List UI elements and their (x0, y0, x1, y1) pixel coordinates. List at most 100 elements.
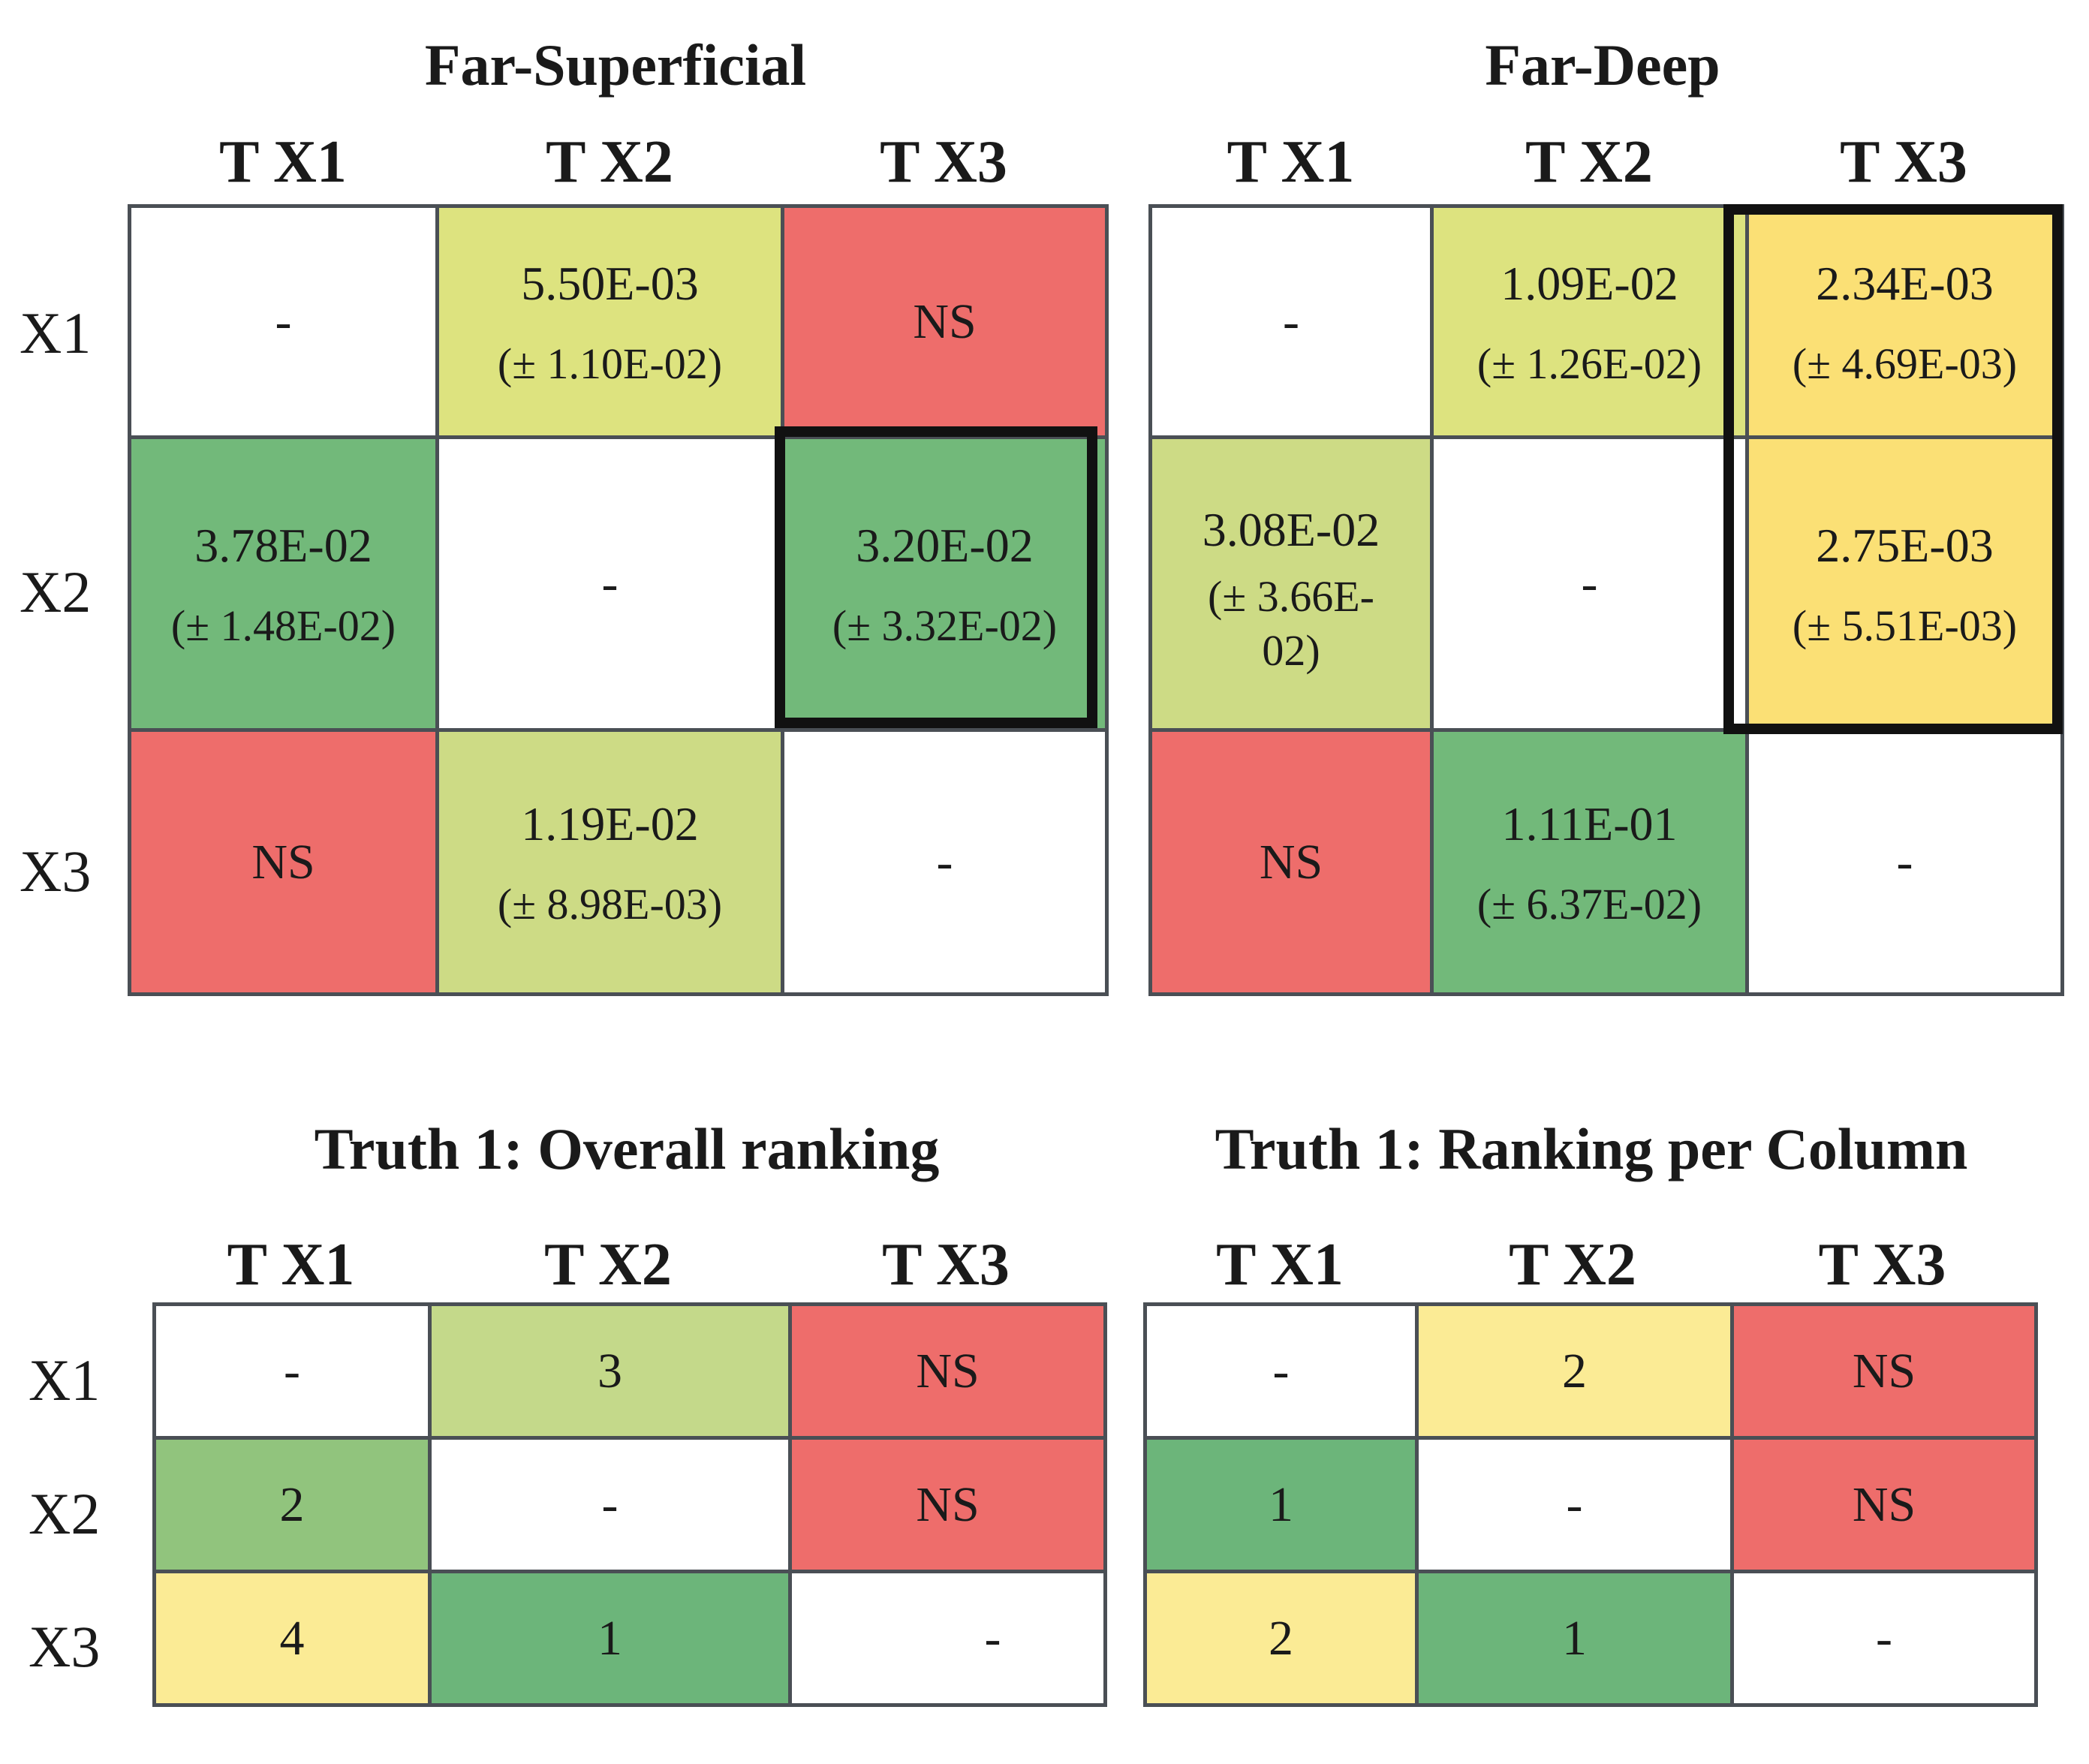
row-header: X3 (20, 838, 92, 904)
matrix-cell: 3.08E-02 (± 3.66E- 02) (1148, 435, 1434, 732)
cell-value: - (1566, 1477, 1583, 1532)
col-header: T X2 (544, 1232, 672, 1298)
cell-value: 3.20E-02 (856, 518, 1034, 572)
col-header: T X3 (1818, 1232, 1946, 1298)
ranking-cell: NS (788, 1302, 1107, 1440)
panel-title: Far-Superficial (424, 32, 807, 98)
ranking-table: - 3 NS 2 - NS 4 1 - (152, 1302, 1107, 1707)
ranking-table: - 2 NS 1 - NS 2 1 - (1143, 1302, 2038, 1707)
matrix-cell: - (781, 728, 1109, 996)
cell-value: 2 (279, 1477, 305, 1532)
cell-value: 1 (1269, 1477, 1293, 1532)
cell-value: NS (1852, 1477, 1916, 1532)
cell-value: 2.34E-03 (1816, 256, 1994, 310)
cell-value: NS (913, 293, 977, 349)
cell-error: (± 1.26E-02) (1476, 339, 1702, 388)
cell-value: 1.19E-02 (521, 796, 699, 850)
cell-value: 3 (598, 1343, 622, 1398)
cell-error: (± 1.48E-02) (170, 601, 396, 650)
ranking-cell: 2 (1415, 1302, 1734, 1440)
ranking-cell: 3 (428, 1302, 792, 1440)
cell-value: - (984, 1610, 1001, 1666)
cell-value: NS (916, 1343, 980, 1398)
panel-title: Truth 1: Overall ranking (314, 1116, 940, 1182)
cell-value: - (275, 293, 292, 349)
ranking-cell: 1 (1415, 1570, 1734, 1707)
row-header: X2 (29, 1481, 101, 1546)
matrix-cell: - (435, 435, 784, 732)
panel-title: Truth 1: Ranking per Column (1215, 1116, 1968, 1182)
cell-error: (± 8.98E-03) (497, 879, 723, 929)
cell-value: - (1283, 293, 1299, 349)
matrix-cell: - (1745, 728, 2064, 996)
cell-value: NS (916, 1477, 980, 1532)
row-header: X1 (29, 1347, 101, 1413)
col-header: T X2 (546, 129, 673, 195)
matrix-cell: 2.34E-03 (± 4.69E-03) (1745, 204, 2064, 439)
row-header: X3 (29, 1614, 101, 1679)
matrix-cell: 1.11E-01 (± 6.37E-02) (1430, 728, 1749, 996)
cell-value: 3.08E-02 (1202, 503, 1380, 557)
ranking-cell: NS (1730, 1436, 2038, 1573)
matrix-cell: 5.50E-03 (± 1.10E-02) (435, 204, 784, 439)
cell-value: NS (1852, 1343, 1916, 1398)
col-header: T X1 (219, 129, 347, 195)
cell-value: - (1876, 1610, 1892, 1666)
ranking-cell: - (788, 1570, 1107, 1707)
cell-value: - (1581, 555, 1598, 611)
matrix-cell: - (1148, 204, 1434, 439)
cell-value: 2 (1269, 1610, 1293, 1666)
ranking-cell: 2 (1143, 1570, 1419, 1707)
cell-error: (± 6.37E-02) (1476, 879, 1702, 929)
ranking-cell: NS (1730, 1302, 2038, 1440)
cell-value: 1.09E-02 (1501, 256, 1678, 310)
matrix-cell: - (128, 204, 439, 439)
cell-value: 1 (598, 1610, 622, 1666)
cell-value: NS (1259, 834, 1323, 890)
cell-value: 2 (1562, 1343, 1587, 1398)
cell-value: - (1896, 834, 1913, 890)
ranking-cell: - (1730, 1570, 2038, 1707)
matrix-cell: NS (1148, 728, 1434, 996)
col-header: T X1 (1227, 129, 1355, 195)
row-header: X1 (20, 300, 92, 366)
cell-value: - (601, 555, 619, 611)
cell-error: (± 1.10E-02) (497, 339, 723, 388)
cell-value: 1 (1562, 1610, 1587, 1666)
matrix-table: - 5.50E-03 (± 1.10E-02) NS 3.78E-02 (± 1.4… (128, 204, 1109, 996)
cell-value: NS (251, 834, 315, 890)
ranking-cell: 2 (152, 1436, 432, 1573)
cell-value: 4 (279, 1610, 305, 1666)
col-header: T X3 (1840, 129, 1967, 195)
matrix-cell: 1.09E-02 (± 1.26E-02) (1430, 204, 1749, 439)
row-header: X2 (20, 559, 92, 625)
ranking-cell: - (1143, 1302, 1419, 1440)
col-header: T X2 (1525, 129, 1653, 195)
cell-value: - (936, 834, 953, 890)
matrix-cell: NS (128, 728, 439, 996)
ranking-cell: 4 (152, 1570, 432, 1707)
col-header: T X1 (1216, 1232, 1344, 1298)
matrix-cell: 3.78E-02 (± 1.48E-02) (128, 435, 439, 732)
cell-value: - (601, 1477, 619, 1532)
matrix-cell: NS (781, 204, 1109, 439)
matrix-cell: 2.75E-03 (± 5.51E-03) (1745, 435, 2064, 732)
cell-error: (± 3.66E- (1208, 572, 1374, 622)
cell-value: 2.75E-03 (1816, 518, 1994, 572)
ranking-cell: - (1415, 1436, 1734, 1573)
ranking-cell: NS (788, 1436, 1107, 1573)
col-header: T X3 (880, 129, 1007, 195)
col-header: T X3 (882, 1232, 1010, 1298)
matrix-cell: - (1430, 435, 1749, 732)
panel-title: Far-Deep (1485, 32, 1720, 98)
matrix-cell: 1.19E-02 (± 8.98E-03) (435, 728, 784, 996)
matrix-table: - 1.09E-02 (± 1.26E-02) 2.34E-03 (± 4.69E-… (1148, 204, 2064, 996)
cell-error: (± 5.51E-03) (1792, 601, 2018, 650)
col-header: T X2 (1509, 1232, 1636, 1298)
ranking-cell: - (152, 1302, 432, 1440)
cell-error: (± 4.69E-03) (1792, 339, 2018, 388)
ranking-cell: - (428, 1436, 792, 1573)
cell-value: - (1272, 1343, 1290, 1398)
col-header: T X1 (227, 1232, 355, 1298)
matrix-cell: 3.20E-02 (± 3.32E-02) (781, 435, 1109, 732)
